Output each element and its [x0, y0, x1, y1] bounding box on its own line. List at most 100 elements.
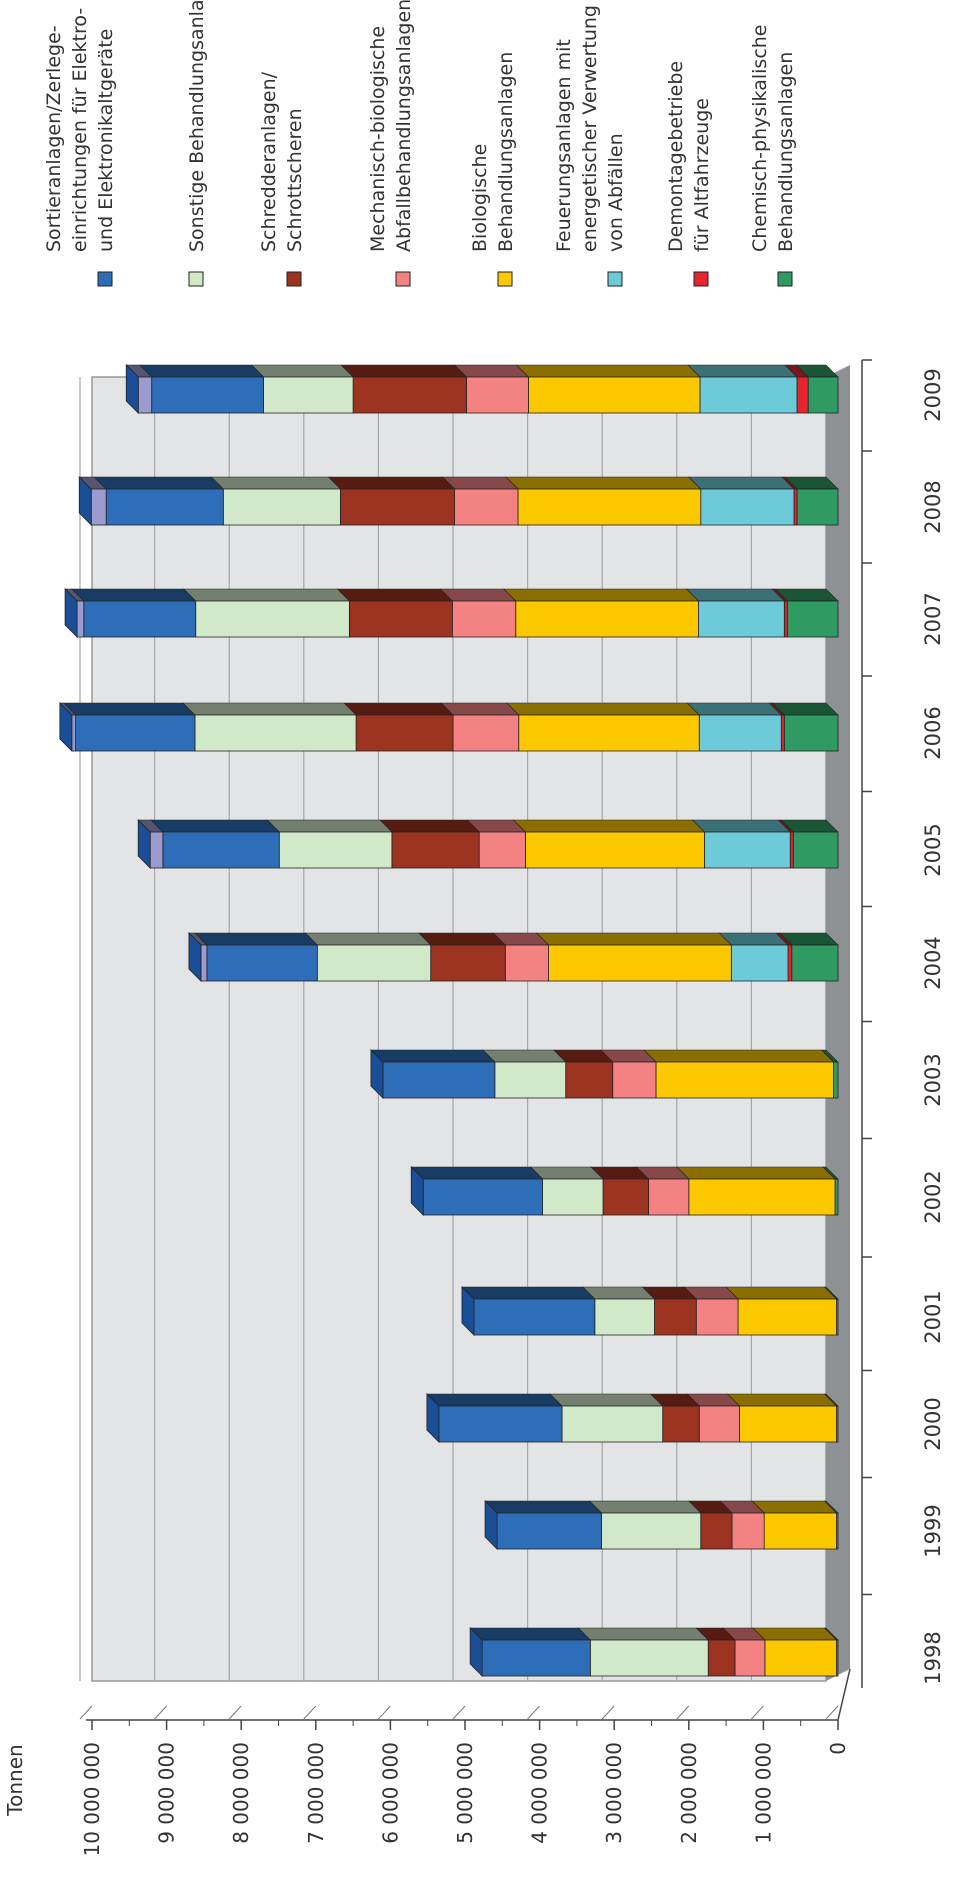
bar-front-face — [648, 1178, 690, 1216]
bar-front-face — [699, 376, 798, 414]
bar-segment-schredder-2006 — [343, 702, 454, 752]
bar-top-face — [688, 476, 795, 490]
bar-front-face — [561, 1405, 664, 1443]
bar-front-face — [807, 376, 839, 414]
bar-front-face — [700, 488, 795, 526]
bar-end-face — [370, 1049, 384, 1099]
bar-front-face — [734, 1639, 766, 1677]
bar-segment-schredder-1999 — [688, 1500, 733, 1550]
bar-front-face — [162, 831, 280, 869]
bar-segment-sonstige-2008 — [210, 476, 342, 526]
bar-end-face — [426, 1393, 440, 1443]
bar-segment-feuer-2005 — [691, 819, 791, 869]
bar-segment-sortier-1998 — [469, 1627, 592, 1677]
category-label-2004: 2004 — [921, 936, 945, 989]
bar-segment-sortier-2007 — [71, 588, 197, 638]
bar-top-face — [340, 364, 468, 378]
bar-segment-mba-2004 — [492, 932, 550, 982]
bar-segment-schredder-2001 — [641, 1286, 697, 1336]
bar-end-face — [125, 364, 139, 414]
unit-label: Tonnen — [3, 1744, 27, 1816]
bar-top-face — [327, 476, 456, 490]
bar-segment-bio-2007 — [503, 588, 700, 638]
bar-front-face — [195, 600, 350, 638]
bar-front-face — [654, 1298, 697, 1336]
bar-segment-bio-2004 — [535, 932, 733, 982]
category-label-2006: 2006 — [921, 706, 945, 759]
bar-front-face — [834, 1178, 839, 1216]
bar-end-face — [137, 819, 151, 869]
bar-front-face — [504, 944, 549, 982]
bar-top-face — [71, 588, 197, 602]
legend-label: von Abfällen — [605, 133, 627, 252]
legend-item-sonstige: Sonstige Behandlungsanlagen — [186, 0, 208, 287]
bar-front-face — [76, 600, 85, 638]
bar-front-face — [565, 1061, 614, 1099]
bar-front-face — [698, 714, 782, 752]
legend-label: Behandlungsanlagen — [495, 52, 517, 252]
bar-top-face — [643, 1049, 835, 1063]
category-label-2001: 2001 — [921, 1290, 945, 1343]
bar-top-face — [182, 588, 351, 602]
bar-top-face — [484, 1500, 603, 1514]
bar-segment-sonstige-2001 — [582, 1286, 656, 1336]
bar-top-face — [194, 932, 319, 946]
bar-top-face — [582, 1286, 656, 1300]
value-axis-depth-tick — [154, 1705, 167, 1720]
bar-top-face — [469, 1627, 592, 1641]
bar-segment-chemphys-2007 — [774, 588, 839, 638]
value-axis-depth-tick — [378, 1705, 391, 1720]
value-tick-label: 0 — [826, 1742, 850, 1755]
legend-swatch — [286, 271, 302, 287]
bars — [59, 364, 839, 1677]
bar-stack-2000 — [426, 1393, 839, 1443]
bar-segment-sortier-2000 — [426, 1393, 563, 1443]
value-axis-depth-tick — [601, 1705, 615, 1720]
bar-top-face — [676, 1166, 836, 1180]
bar-front-face — [355, 714, 454, 752]
bar-front-face — [786, 600, 839, 638]
legend-swatch — [497, 271, 513, 287]
bar-segment-bio-2008 — [505, 476, 702, 526]
bar-segment-sonstige-1999 — [588, 1500, 702, 1550]
bar-front-face — [763, 1512, 837, 1550]
bar-stack-2003 — [370, 1049, 839, 1099]
bar-segment-schredder-1998 — [695, 1627, 736, 1677]
legend-swatch — [395, 271, 411, 287]
value-tick-label: 8 000 000 — [229, 1742, 253, 1844]
bar-front-face — [278, 831, 393, 869]
bar-segment-bio-1998 — [752, 1627, 838, 1677]
bar-segment-sonstige-2005 — [266, 819, 393, 869]
bar-segment-sortier-2001 — [461, 1286, 596, 1336]
bar-top-face — [482, 1049, 567, 1063]
value-tick-label: 2 000 000 — [677, 1742, 701, 1844]
bar-front-face — [137, 376, 153, 414]
bar-segment-chemphys-2009 — [795, 364, 839, 414]
legend-swatch — [693, 271, 709, 287]
bar-front-face — [478, 831, 526, 869]
bar-segment-sonstige-2004 — [304, 932, 432, 982]
legend-label: Demontagebetriebe — [665, 61, 687, 252]
bar-front-face — [792, 831, 839, 869]
bar-top-face — [687, 364, 798, 378]
legend-swatch — [777, 271, 793, 287]
bar-top-face — [512, 819, 706, 833]
bar-front-face — [783, 714, 839, 752]
bar-segment-sonstige-2000 — [549, 1393, 664, 1443]
value-tick-label: 1 000 000 — [751, 1742, 775, 1844]
bar-front-face — [796, 488, 839, 526]
bar-front-face — [700, 1512, 733, 1550]
bar-top-face — [93, 476, 225, 490]
value-axis-depth-tick — [676, 1705, 690, 1720]
value-tick-label: 6 000 000 — [378, 1742, 402, 1844]
bar-front-face — [739, 1405, 837, 1443]
plot-area — [91, 365, 850, 1682]
plot-back-wall — [91, 376, 827, 1682]
value-axis-depth-tick — [751, 1705, 764, 1720]
bar-front-face — [422, 1178, 543, 1216]
value-tick-label: 3 000 000 — [602, 1742, 626, 1844]
bar-front-face — [222, 488, 341, 526]
bar-front-face — [594, 1298, 655, 1336]
bar-top-face — [343, 702, 454, 716]
bar-top-face — [441, 476, 519, 490]
